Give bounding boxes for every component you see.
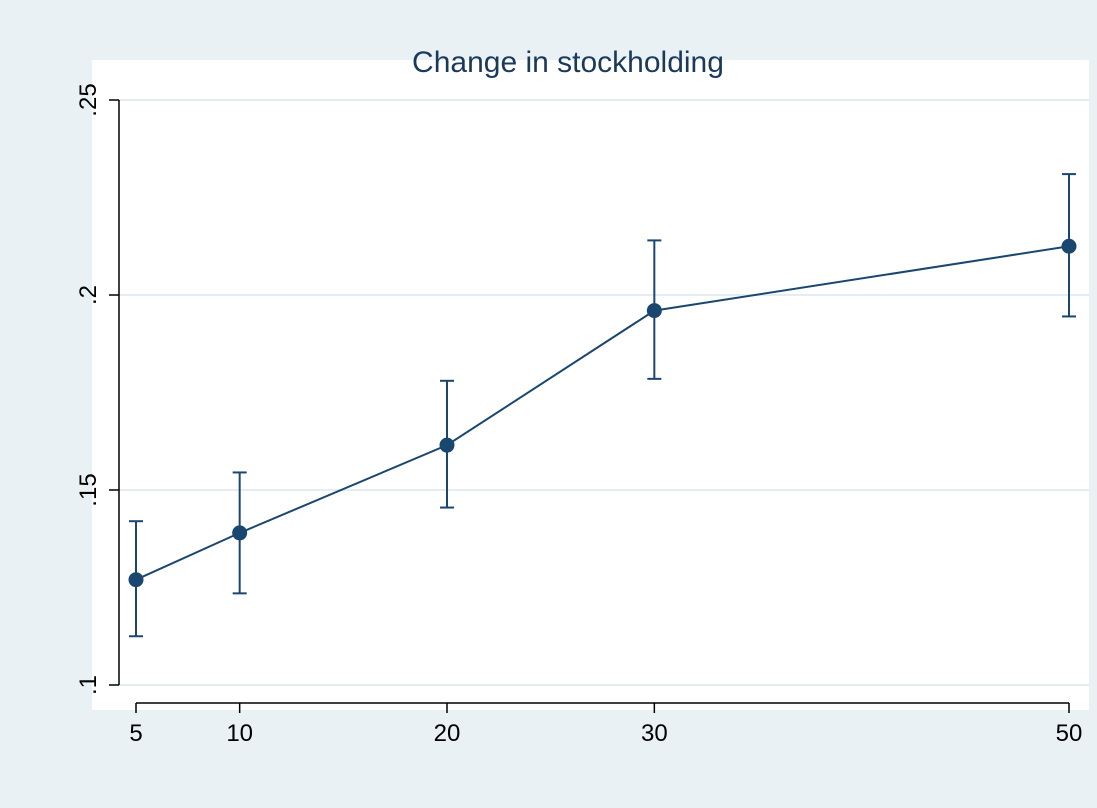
y-tick-label: .15 [75, 473, 102, 506]
x-tick-label: 10 [226, 720, 253, 747]
data-point [128, 572, 144, 588]
x-tick-label: 20 [434, 720, 461, 747]
x-tick-label: 5 [129, 720, 142, 747]
data-point [439, 437, 455, 453]
y-tick-label: .25 [75, 83, 102, 116]
y-tick-label: .2 [75, 285, 102, 305]
series-layer [128, 173, 1077, 638]
x-tick-label: 50 [1056, 720, 1083, 747]
data-point [232, 525, 248, 541]
data-point [646, 303, 662, 319]
plot-area [92, 60, 1089, 710]
data-point [1061, 238, 1077, 254]
x-tick-label: 30 [641, 720, 668, 747]
y-tick-label: .1 [75, 675, 102, 695]
axis-layer: .1 .15 .2 .25 5 10 20 30 50 [75, 83, 1082, 747]
grid-layer [119, 99, 1089, 686]
chart-title: Change in stockholding [412, 46, 724, 79]
